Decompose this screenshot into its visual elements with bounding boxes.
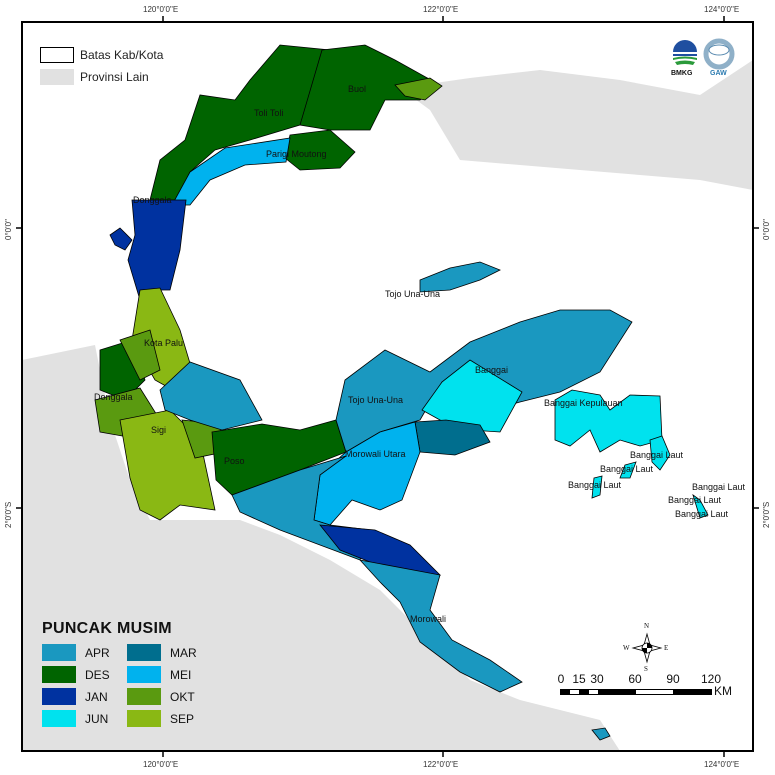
- island-banggai-laut-3: [591, 475, 603, 499]
- other-province-label: Provinsi Lain: [80, 70, 149, 84]
- season-legend: PUNCAK MUSIM APR MAR DES MEI JAN OKT JUN…: [42, 620, 212, 727]
- legend-swatch: [127, 710, 161, 727]
- legend-swatch: [42, 644, 76, 661]
- region-buol-okt: [394, 77, 443, 101]
- label-banggai-laut-4: Banggai Laut: [692, 482, 746, 492]
- tick-top-124e: 124°0'0"E: [704, 5, 740, 14]
- legend-label: MAR: [170, 645, 197, 660]
- legend-item-mei: MEI: [127, 666, 212, 683]
- legend-label: JUN: [85, 711, 109, 726]
- legend-swatch: [42, 666, 76, 683]
- island-banggai-laut-4: [692, 493, 709, 519]
- other-province-swatch: [40, 69, 74, 85]
- map-frame: [21, 21, 754, 752]
- legend-label: JAN: [85, 689, 108, 704]
- legend-item-apr: APR: [42, 644, 127, 661]
- regencies: [94, 44, 709, 741]
- boundary-label: Batas Kab/Kota: [80, 48, 164, 62]
- legend-title: PUNCAK MUSIM: [42, 620, 172, 637]
- label-banggai-laut-5: Banggai Laut: [668, 495, 722, 505]
- label-poso: Poso: [224, 456, 245, 466]
- legend-label: OKT: [170, 689, 195, 704]
- label-tojo-una-una-islands: Tojo Una-Una: [385, 289, 441, 299]
- compass-s: S: [644, 665, 648, 673]
- scale-tick-15: 15: [572, 672, 586, 686]
- island-togean: [419, 261, 501, 293]
- legend-swatch: [42, 688, 76, 705]
- label-tojo-una-una: Tojo Una-Una: [348, 395, 404, 405]
- legend-item-mar: MAR: [127, 644, 212, 661]
- label-banggai-laut-6: Banggai Laut: [675, 509, 729, 519]
- label-parigi-moutong: Parigi Moutong: [266, 149, 327, 159]
- region-buol: [299, 44, 441, 131]
- boundary-swatch: [40, 47, 74, 63]
- other-provinces: [22, 60, 753, 751]
- label-banggai: Banggai: [475, 365, 509, 375]
- tick-left-0: 0°0'0": [4, 219, 13, 240]
- scale-tick-0: 0: [557, 672, 565, 686]
- bmkg-logo: [673, 40, 697, 65]
- tick-bottom-124e: 124°0'0"E: [704, 760, 740, 769]
- label-banggai-laut-2: Banggai Laut: [600, 464, 654, 474]
- label-sigi: Sigi: [151, 425, 167, 435]
- region-banggai-jun: [421, 359, 523, 433]
- scale-tick-90: 90: [666, 672, 680, 686]
- region-morowali: [358, 559, 523, 693]
- gaw-logo: [703, 38, 735, 70]
- region-donggala-jan: [127, 199, 187, 301]
- island-jan: [109, 227, 133, 251]
- legend-label: SEP: [170, 711, 195, 726]
- boundary-legend: Batas Kab/Kota Provinsi Lain: [40, 44, 163, 88]
- label-donggala-north: Donggala: [133, 195, 172, 205]
- legend-item-jun: JUN: [42, 710, 127, 727]
- region-apr-west: [159, 361, 263, 431]
- label-toli-toli: Toli Toli: [254, 108, 284, 118]
- scale-unit: KM: [714, 684, 732, 698]
- region-okt-2: [119, 329, 161, 381]
- legend-swatch: [127, 688, 161, 705]
- label-morowali: Morowali: [410, 614, 447, 624]
- legend-swatch: [127, 644, 161, 661]
- gaw-text: GAW: [710, 70, 727, 77]
- legend-label: MEI: [170, 667, 192, 682]
- label-buol: Buol: [348, 84, 367, 94]
- compass-w: W: [623, 644, 630, 652]
- scale-bar: [560, 689, 712, 695]
- legend-swatch: [42, 710, 76, 727]
- legend-swatch: [127, 666, 161, 683]
- tick-bottom-120e: 120°0'0"E: [143, 760, 179, 769]
- legend-item-okt: OKT: [127, 688, 212, 705]
- scale-tick-60: 60: [628, 672, 642, 686]
- label-banggai-laut-1: Banggai Laut: [630, 450, 684, 460]
- legend-item-des: DES: [42, 666, 127, 683]
- label-morowali-utara: Morowali Utara: [345, 449, 406, 459]
- graticule-ticks: [16, 16, 759, 757]
- scale-tick-120: 120: [700, 672, 722, 686]
- label-donggala-south: Donggala: [94, 392, 133, 402]
- compass-n: N: [644, 622, 650, 630]
- legend-item-jan: JAN: [42, 688, 127, 705]
- region-banggai-mar: [414, 419, 491, 456]
- tick-right-0: 0°0'0": [762, 219, 771, 240]
- bmkg-text: BMKG: [671, 70, 693, 77]
- legend-label: DES: [85, 667, 110, 682]
- tick-top-120e: 120°0'0"E: [143, 5, 179, 14]
- island-banggai-laut-2: [619, 461, 637, 479]
- scale-tick-30: 30: [590, 672, 604, 686]
- island-apr-se: [591, 727, 611, 741]
- label-banggai-laut-3: Banggai Laut: [568, 480, 622, 490]
- compass-e: E: [664, 644, 669, 652]
- tick-left-2s: 2°0'0"S: [4, 501, 13, 528]
- tick-top-122e: 122°0'0"E: [423, 5, 459, 14]
- label-kota-palu: Kota Palu: [144, 338, 184, 348]
- north-arrow-compass: [631, 632, 663, 664]
- label-banggai-kepulauan: Banggai Kepulauan: [544, 398, 623, 408]
- tick-bottom-122e: 122°0'0"E: [423, 760, 459, 769]
- tick-right-2s: 2°0'0"S: [762, 501, 771, 528]
- legend-label: APR: [85, 645, 110, 660]
- legend-item-sep: SEP: [127, 710, 212, 727]
- island-banggai-laut-1: [649, 435, 671, 471]
